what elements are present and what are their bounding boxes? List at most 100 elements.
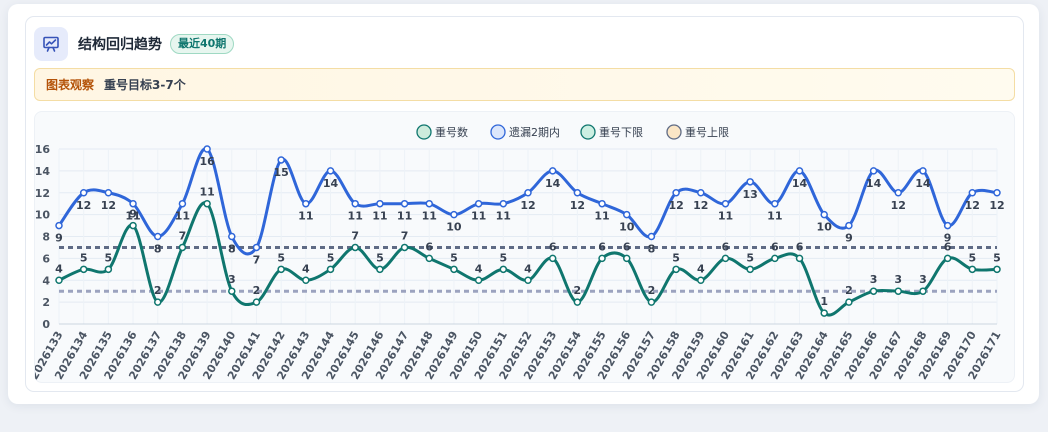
- repeat-point: [351, 243, 359, 252]
- missed-point: [351, 199, 359, 208]
- repeat-point: [919, 287, 927, 295]
- missed-point: [524, 189, 532, 197]
- repeat-point: [55, 276, 63, 284]
- legend-label: 遗漏2期内: [509, 125, 560, 139]
- missed-point: [203, 145, 211, 153]
- missed-data-label: 8: [648, 243, 656, 256]
- repeat-data-label: 4: [302, 262, 310, 275]
- repeat-data-label: 2: [574, 284, 582, 297]
- missed-point: [820, 210, 828, 219]
- observation-label: 图表观察: [46, 78, 95, 92]
- repeat-point: [746, 265, 754, 274]
- missed-data-label: 12: [693, 199, 708, 212]
- repeat-data-label: 7: [401, 229, 409, 242]
- missed-data-label: 10: [446, 221, 462, 234]
- y-tick-label: 4: [42, 274, 50, 287]
- missed-data-label: 12: [101, 199, 116, 212]
- repeat-data-label: 6: [549, 240, 557, 253]
- y-tick-label: 8: [42, 231, 50, 244]
- repeat-data-label: 4: [697, 262, 705, 275]
- repeat-point: [153, 298, 162, 306]
- repeat-point: [450, 265, 458, 274]
- missed-data-label: 10: [817, 221, 833, 234]
- legend-label: 重号下限: [599, 125, 643, 139]
- missed-data-label: 11: [767, 210, 782, 223]
- y-tick-label: 6: [42, 252, 50, 265]
- repeat-point: [869, 287, 878, 295]
- missed-point: [79, 189, 88, 197]
- repeat-point: [499, 265, 508, 274]
- missed-data-label: 9: [845, 232, 853, 245]
- repeat-point: [647, 298, 656, 306]
- missed-point: [647, 232, 656, 241]
- missed-point: [376, 199, 384, 208]
- missed-data-label: 11: [348, 210, 363, 223]
- missed-data-label: 12: [891, 199, 906, 212]
- repeat-point: [573, 298, 582, 306]
- repeat-point: [104, 265, 113, 274]
- repeat-point: [943, 254, 952, 263]
- repeat-point: [474, 276, 483, 284]
- legend-marker: [580, 124, 596, 140]
- repeat-point: [252, 298, 261, 306]
- chart-container: 0 2 4 6 8 10 12 14 16 2026133 2026134 2026135 202613…: [28, 111, 1015, 383]
- repeat-data-label: 4: [475, 262, 483, 275]
- repeat-point: [820, 309, 828, 317]
- repeat-data-label: 6: [598, 240, 606, 253]
- missed-point: [252, 243, 261, 252]
- missed-point: [129, 199, 137, 208]
- page-panel: 结构回归趋势 最近40期 图表观察 重号目标3-7个 0 2 4 6 8 10 12 14 16…: [8, 4, 1039, 404]
- repeat-data-label: 5: [277, 251, 285, 264]
- missed-point: [425, 199, 434, 208]
- repeat-point: [845, 298, 853, 306]
- missed-point: [153, 232, 162, 241]
- repeat-point: [771, 254, 779, 263]
- missed-point: [499, 199, 508, 208]
- missed-data-label: 15: [274, 166, 289, 179]
- missed-data-label: 12: [76, 199, 91, 212]
- missed-point: [746, 178, 754, 186]
- missed-point: [869, 167, 878, 175]
- missed-data-label: 14: [323, 177, 339, 190]
- repeat-point: [622, 254, 631, 263]
- repeat-data-label: 6: [796, 240, 804, 253]
- missed-point: [993, 189, 1001, 197]
- repeat-point: [548, 254, 557, 263]
- missed-data-label: 9: [944, 232, 952, 245]
- missed-data-label: 13: [743, 188, 758, 201]
- repeat-point: [968, 265, 977, 274]
- repeat-data-label: 5: [327, 251, 335, 264]
- missed-point: [771, 199, 779, 208]
- missed-data-label: 11: [125, 210, 140, 223]
- missed-data-label: 14: [792, 177, 808, 190]
- repeat-data-label: 3: [919, 273, 927, 286]
- missed-point: [894, 189, 903, 197]
- missed-point: [302, 199, 310, 208]
- missed-data-label: 11: [496, 210, 511, 223]
- repeat-data-label: 6: [771, 240, 779, 253]
- missed-data-label: 12: [520, 199, 535, 212]
- repeat-data-label: 5: [968, 251, 976, 264]
- missed-data-label: 12: [668, 199, 683, 212]
- repeat-data-label: 4: [55, 262, 63, 275]
- repeat-data-label: 3: [894, 273, 902, 286]
- missed-data-label: 10: [619, 221, 635, 234]
- missed-data-label: 14: [545, 177, 561, 190]
- repeat-data-label: 4: [524, 262, 532, 275]
- repeat-point: [697, 276, 705, 284]
- missed-point: [55, 221, 63, 230]
- repeat-point: [598, 254, 606, 263]
- missed-point: [943, 221, 952, 230]
- repeat-point: [425, 254, 434, 263]
- repeat-data-label: 5: [672, 251, 680, 264]
- legend-label: 重号数: [435, 125, 468, 139]
- trend-line-chart: 0246810121416202613320261342026135202613…: [28, 124, 1005, 382]
- missed-data-label: 8: [154, 243, 162, 256]
- legend-label: 重号上限: [685, 125, 729, 139]
- y-tick-label: 0: [42, 318, 50, 331]
- missed-point: [672, 189, 680, 197]
- repeat-data-label: 3: [228, 273, 236, 286]
- y-tick-label: 2: [42, 296, 50, 309]
- missed-point: [450, 210, 458, 219]
- repeat-point: [894, 287, 903, 295]
